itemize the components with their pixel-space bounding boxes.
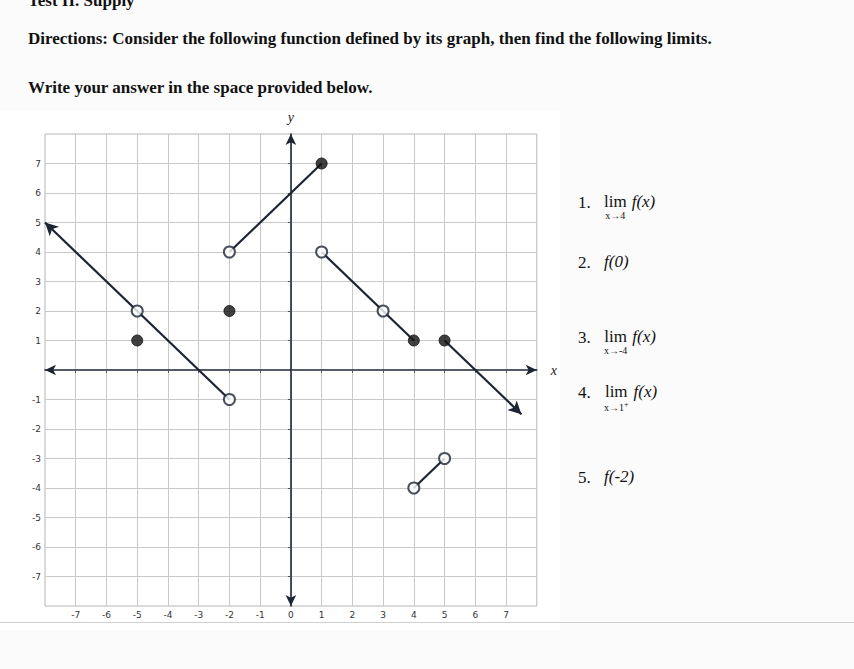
- html-text:f(x): f(x): [632, 327, 656, 346]
- svg-text:2: 2: [35, 306, 41, 316]
- svg-text:-4: -4: [163, 610, 172, 620]
- svg-text:-5: -5: [32, 513, 41, 523]
- svg-text:0: 0: [288, 610, 294, 620]
- svg-text:-1: -1: [256, 610, 265, 620]
- html-text:5.: 5.: [578, 468, 591, 487]
- svg-text:2: 2: [349, 610, 355, 620]
- svg-text:6: 6: [35, 188, 41, 198]
- html-text:x→4: x→4: [605, 210, 626, 221]
- svg-text:x: x: [550, 363, 558, 378]
- svg-text:-5: -5: [133, 610, 142, 620]
- svg-text:-4: -4: [32, 483, 41, 493]
- html-text:2.: 2.: [578, 253, 591, 272]
- html-text:f(0): f(0): [604, 252, 629, 271]
- svg-text:5: 5: [442, 610, 448, 620]
- svg-text:-7: -7: [32, 572, 41, 582]
- html-text:1.: 1.: [578, 193, 591, 212]
- html-text:x→-4: x→-4: [604, 345, 628, 356]
- svg-text:5: 5: [35, 218, 41, 228]
- svg-text:1: 1: [35, 336, 41, 346]
- svg-text:-2: -2: [225, 610, 234, 620]
- html-text:x→1+: x→1+: [604, 400, 629, 414]
- svg-text:-3: -3: [194, 610, 203, 620]
- svg-text:7: 7: [35, 159, 41, 169]
- html-text:4.: 4.: [578, 383, 591, 402]
- html-text:lim: lim: [604, 382, 628, 401]
- html-text:Directions: Consider the follo: Directions: Consider the following funct…: [28, 29, 712, 48]
- svg-text:3: 3: [380, 610, 386, 620]
- svg-text:7: 7: [503, 610, 509, 620]
- svg-text:4: 4: [411, 610, 417, 620]
- html-text:f(-2): f(-2): [604, 467, 635, 486]
- svg-text:y: y: [286, 110, 295, 125]
- html-text:lim: lim: [604, 327, 627, 346]
- html-text:Write your answer in the space: Write your answer in the space provided …: [28, 78, 373, 97]
- svg-text:6: 6: [472, 610, 478, 620]
- html-text:f(x): f(x): [633, 382, 658, 401]
- svg-text:-6: -6: [32, 542, 41, 552]
- svg-text:1: 1: [319, 610, 325, 620]
- html-text:lim: lim: [604, 192, 627, 211]
- svg-text:-2: -2: [32, 424, 41, 434]
- html-text:f(x): f(x): [631, 192, 656, 211]
- svg-text:-7: -7: [71, 610, 80, 620]
- html-text:3.: 3.: [578, 328, 591, 347]
- svg-text:3: 3: [35, 277, 41, 287]
- svg-text:4: 4: [35, 247, 41, 257]
- svg-text:-3: -3: [32, 454, 41, 464]
- svg-text:-1: -1: [32, 395, 41, 405]
- svg-text:-6: -6: [102, 610, 111, 620]
